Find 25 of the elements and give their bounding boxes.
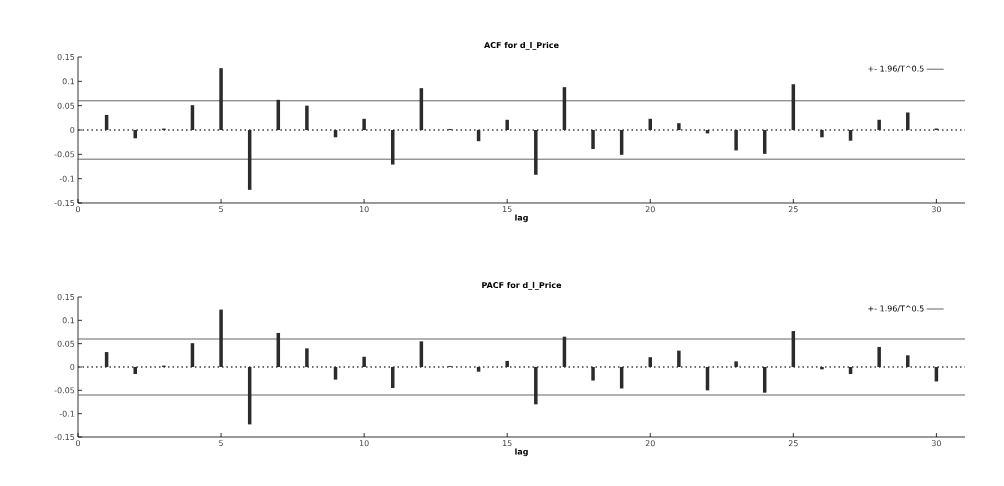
bar — [476, 367, 481, 372]
bar — [505, 119, 509, 130]
bar — [906, 112, 910, 130]
bar — [305, 348, 309, 367]
bar — [877, 119, 881, 130]
bar — [591, 367, 595, 381]
bar — [219, 309, 223, 367]
bar — [534, 130, 538, 175]
bar — [133, 130, 137, 139]
bar — [820, 130, 824, 138]
bar — [133, 367, 137, 374]
bar — [677, 123, 681, 130]
bar — [591, 130, 595, 149]
bar — [362, 118, 366, 130]
bar — [362, 356, 366, 367]
bar — [820, 367, 824, 370]
bar — [677, 350, 681, 367]
bar — [505, 360, 509, 367]
bar — [906, 355, 910, 367]
bar — [305, 105, 309, 130]
bar — [219, 68, 223, 130]
bar — [534, 367, 538, 405]
bar — [877, 346, 881, 367]
bar — [734, 361, 738, 367]
bar — [734, 130, 738, 151]
